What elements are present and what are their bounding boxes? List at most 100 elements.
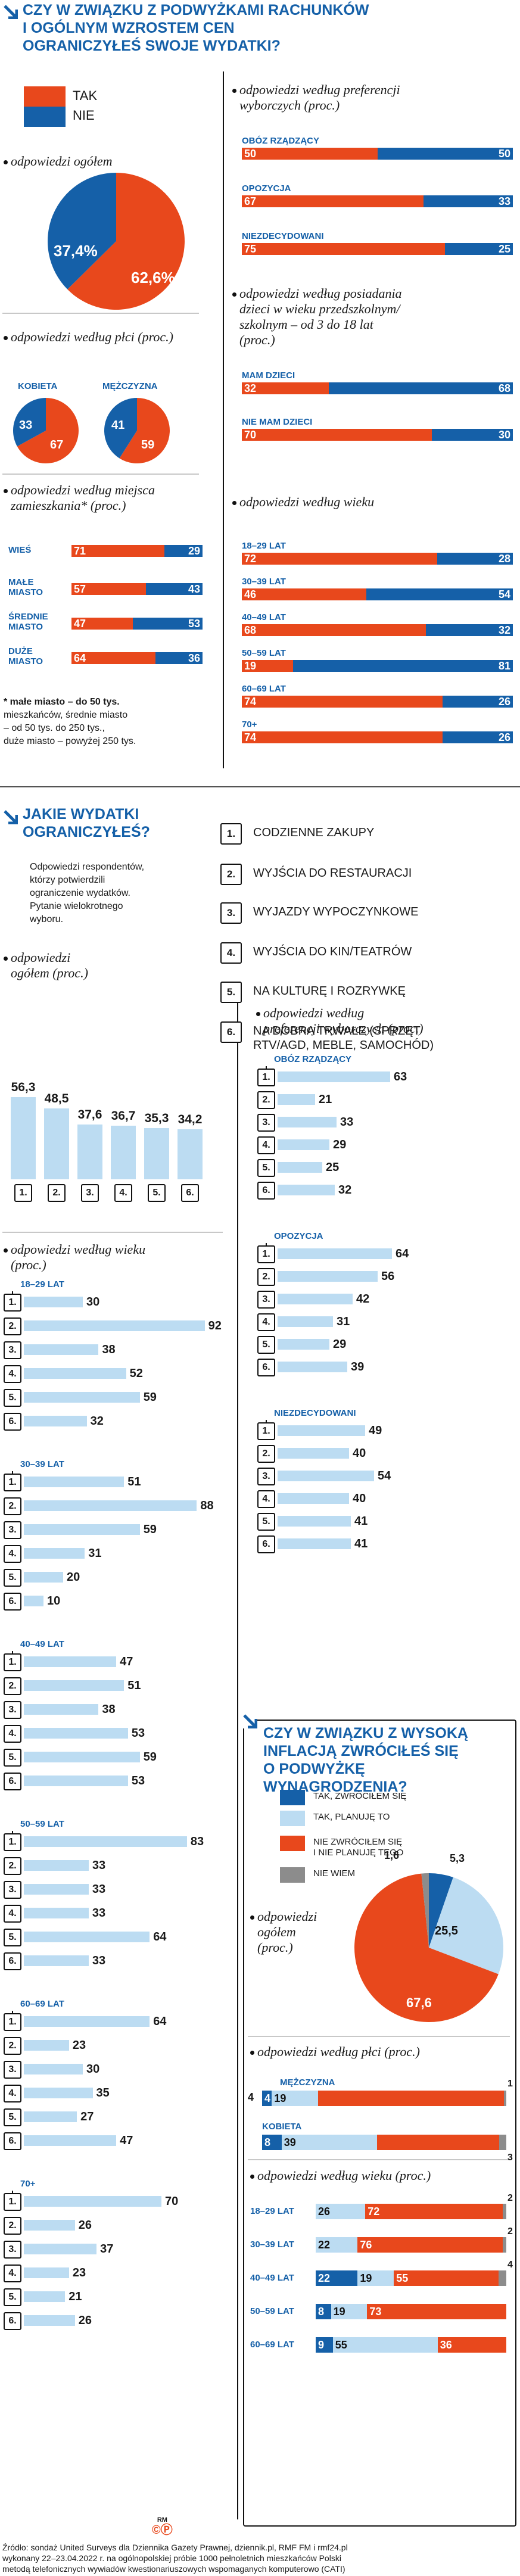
- category-number: 1.: [4, 1294, 21, 1312]
- category-bar: [278, 1294, 353, 1304]
- group-label: 50–59 LAT: [20, 1819, 64, 1829]
- category-bar: [24, 2291, 66, 2302]
- age-row-label: 18–29 LAT: [242, 541, 286, 551]
- gender-row-label: KOBIETA: [262, 2122, 302, 2132]
- section3-age-label: odpowiedzi według wieku (proc.): [250, 2168, 431, 2183]
- label-line: TAK, PLANUJĘ TO: [313, 1812, 390, 1822]
- group-label: 70+: [20, 2179, 36, 2189]
- category-number: 5.: [257, 1159, 275, 1177]
- category-number: 3.: [4, 1701, 21, 1719]
- category-bar: [278, 1185, 335, 1195]
- category-number: 2.: [4, 2037, 21, 2055]
- gender-mezczyzna-pie: 41 59: [104, 398, 170, 463]
- label-line: RTV/AGD, MEBLE, SAMOCHÓD): [253, 1039, 434, 1052]
- label-line: CODZIENNE ZAKUPY: [253, 826, 375, 839]
- category-value: 29: [333, 1138, 347, 1151]
- category-number: 2.: [257, 1268, 275, 1286]
- legend-tak-label: TAK: [73, 88, 98, 103]
- column-bar: [178, 1129, 203, 1179]
- legend-swatch: [280, 1790, 305, 1805]
- category-value: 33: [92, 1954, 106, 1967]
- residence-row-label: WIEŚ: [8, 545, 31, 555]
- category-bar: [24, 1728, 128, 1739]
- category-number: 2.: [4, 1497, 21, 1515]
- section2-title: JAKIE WYDATKI OGRANICZYŁEŚ?: [23, 806, 150, 840]
- category-number: 1.: [257, 1245, 275, 1263]
- category-value: 41: [354, 1515, 368, 1528]
- column-number: 1.: [14, 1184, 32, 1202]
- category-value: 40: [353, 1447, 366, 1460]
- section3-title: CZY W ZWIĄZKU Z WYSOKĄ INFLACJĄ ZWRÓCIŁE…: [263, 1725, 468, 1795]
- divider: [2, 313, 199, 314]
- divider: [248, 2036, 510, 2037]
- bar-tak: 57: [71, 583, 147, 595]
- bar-nie: 32: [426, 624, 513, 636]
- gender-row-label: MĘŻCZYZNA: [280, 2077, 335, 2088]
- category-value: 83: [190, 1835, 204, 1848]
- category-value: 38: [102, 1343, 116, 1356]
- pie-slice: [429, 1873, 453, 1948]
- category-value: 10: [47, 1594, 61, 1608]
- category-number: 3.: [257, 1468, 275, 1485]
- category-value: 47: [120, 1655, 133, 1668]
- category-bar: [24, 2220, 75, 2231]
- category-value: 33: [340, 1116, 354, 1129]
- pie-slice: [354, 1873, 499, 2022]
- stack-segment: [503, 2091, 506, 2106]
- category-bar: [278, 1094, 315, 1105]
- legend-swatch: [280, 1836, 305, 1851]
- section2-overall-label: odpowiedzi ogółem (proc.): [4, 950, 88, 981]
- stack-label-nie-wiem: 2: [507, 2193, 513, 2203]
- bar-nie: 36: [155, 652, 203, 664]
- category-bar: [24, 2016, 150, 2027]
- category-bar: [24, 1297, 83, 1307]
- section1-title: CZY W ZWIĄZKU Z PODWYŻKAMI RACHUNKÓW I O…: [23, 2, 369, 54]
- category-value: 26: [78, 2219, 92, 2232]
- category-number: 5.: [220, 982, 242, 1003]
- section3-pie: 25,5 67,6: [354, 1873, 503, 2022]
- category-number: 5.: [4, 1929, 21, 1946]
- category-value: 88: [200, 1499, 214, 1512]
- gender-label: odpowiedzi według płci (proc.): [4, 329, 173, 345]
- column-bar: [111, 1126, 136, 1179]
- pie-label-nie: 37,4%: [54, 242, 98, 260]
- bar-nie: 53: [133, 618, 203, 630]
- children-label: odpowiedzi według posiadania dzieci w wi…: [232, 286, 402, 348]
- stack-segment: 22: [316, 2270, 358, 2286]
- stack-segment: 19: [272, 2091, 319, 2106]
- category-value: 23: [72, 2266, 86, 2279]
- category-number: 4.: [4, 2264, 21, 2282]
- category-number: 4.: [4, 1365, 21, 1383]
- category-number: 5.: [4, 2288, 21, 2306]
- category-bar: [24, 1344, 99, 1355]
- category-bar: [278, 1139, 329, 1150]
- vertical-divider: [223, 71, 224, 768]
- category-number: 2.: [4, 1317, 21, 1335]
- column-bar: [11, 1097, 36, 1179]
- pie-value-nie: 41: [111, 419, 124, 432]
- legend-swatch: [280, 1811, 305, 1826]
- category-bar: [278, 1425, 365, 1436]
- category-number: 3.: [4, 1521, 21, 1539]
- category-number: 6.: [257, 1535, 275, 1553]
- group-label: OPOZYCJA: [274, 1231, 323, 1241]
- category-bar: [24, 1368, 126, 1379]
- group-label: 30–39 LAT: [20, 1459, 64, 1469]
- age-row-label: 30–39 LAT: [242, 577, 286, 587]
- category-bar: [278, 1316, 333, 1327]
- category-number: 2.: [220, 864, 242, 885]
- legend-label: TAK, PLANUJĘ TO: [313, 1812, 390, 1823]
- vertical-divider: [237, 995, 238, 2519]
- category-value: 35: [96, 2086, 110, 2100]
- column-bar: [77, 1124, 102, 1179]
- category-number: 1.: [4, 1474, 21, 1491]
- age-row-label: 50–59 LAT: [242, 648, 286, 658]
- category-number: 5.: [4, 1749, 21, 1767]
- category-number: 3.: [4, 1881, 21, 1899]
- stack-segment: 76: [357, 2237, 503, 2253]
- category-bar: [24, 1752, 140, 1762]
- category-value: 40: [353, 1492, 366, 1505]
- category-number: 1.: [220, 823, 242, 845]
- category-number: 2.: [257, 1091, 275, 1109]
- group-label: 60–69 LAT: [20, 1999, 64, 2009]
